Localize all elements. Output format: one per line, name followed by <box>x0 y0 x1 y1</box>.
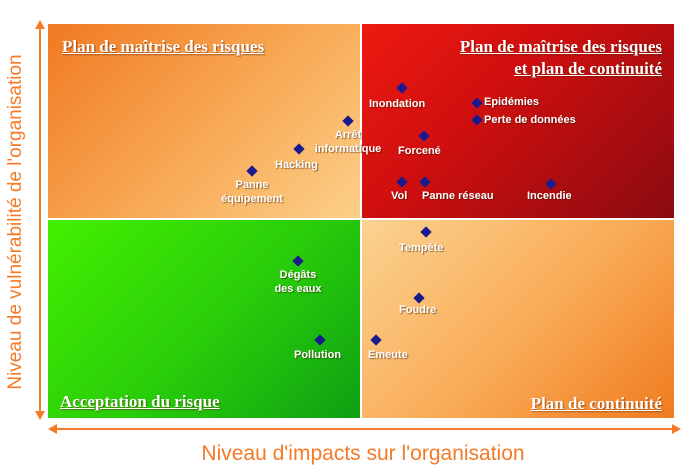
y-axis-line <box>39 26 41 414</box>
risk-label-emeute: Emeute <box>368 349 408 361</box>
quadrant-title-top-right: Plan de maîtrise des risques et plan de … <box>460 36 662 80</box>
risk-label-hacking: Hacking <box>275 159 318 171</box>
risk-label-degats-des-eaux-line2: des eaux <box>274 283 322 295</box>
x-axis-label: Niveau d'impacts sur l'organisation <box>201 442 525 465</box>
risk-label-vol: Vol <box>391 190 408 202</box>
quadrant-title-top-right-line2: et plan de continuité <box>514 59 662 78</box>
arrow-down-icon <box>35 411 45 420</box>
risk-label-tempete: Tempête <box>399 242 444 254</box>
risk-label-perte-de-donnees: Perte de données <box>484 114 576 126</box>
risk-label-foudre: Foudre <box>399 304 437 316</box>
risk-label-arret-informatique-line2: informatique <box>314 143 382 155</box>
risk-label-pollution: Pollution <box>294 349 342 361</box>
risk-label-panne-equipement: Panne équipement <box>212 178 292 206</box>
risk-label-panne-equipement-line1: Panne <box>235 179 269 191</box>
risk-label-panne-equipement-line2: équipement <box>221 193 283 205</box>
risk-label-forcene: Forcené <box>398 145 441 157</box>
quadrant-title-top-right-line1: Plan de maîtrise des risques <box>459 37 662 56</box>
quadrant-continuity-plan <box>361 219 674 418</box>
risk-label-epidemies: Epidémies <box>484 96 540 108</box>
vertical-divider <box>360 24 362 418</box>
arrow-up-icon <box>35 20 45 29</box>
quadrant-risk-control <box>48 24 361 219</box>
risk-label-arret-informatique: Arrêt informatique <box>310 128 386 156</box>
risk-label-degats-des-eaux: Dégâts des eaux <box>262 268 334 296</box>
horizontal-divider <box>48 218 674 220</box>
quadrant-title-bottom-right: Plan de continuité <box>530 394 662 413</box>
risk-label-panne-reseau: Panne réseau <box>422 190 494 202</box>
x-axis-line <box>52 428 676 430</box>
arrow-left-icon <box>48 424 57 434</box>
y-axis-label: Niveau de vulnérabilité de l'organisatio… <box>5 54 26 390</box>
quadrant-risk-control-and-continuity <box>361 24 674 219</box>
risk-label-degats-des-eaux-line1: Dégâts <box>279 269 317 281</box>
quadrant-title-top-left: Plan de maîtrise des risques <box>62 37 265 56</box>
quadrant-title-bottom-left: Acceptation du risque <box>60 392 220 411</box>
arrow-right-icon <box>672 424 681 434</box>
risk-label-inondation: Inondation <box>369 98 426 110</box>
risk-label-arret-informatique-line1: Arrêt <box>334 129 362 141</box>
quadrant-risk-acceptance <box>48 219 361 418</box>
risk-label-incendie: Incendie <box>527 190 572 202</box>
